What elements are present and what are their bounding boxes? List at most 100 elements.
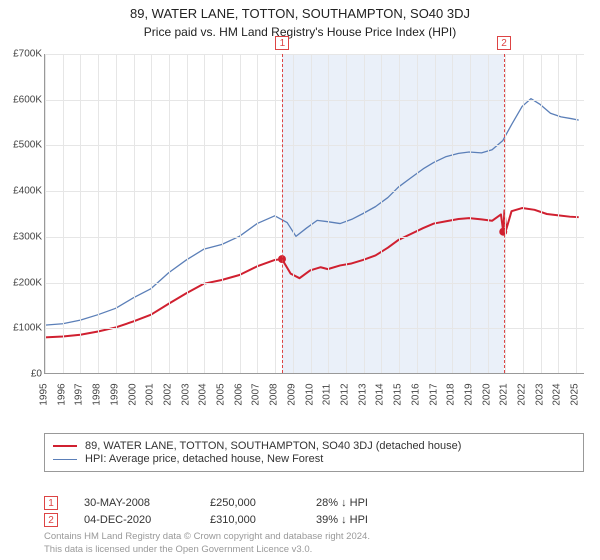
gridline-v: [45, 54, 46, 373]
chart-title: 89, WATER LANE, TOTTON, SOUTHAMPTON, SO4…: [0, 6, 600, 21]
x-axis-label: 2003: [180, 383, 191, 405]
x-axis-label: 2018: [446, 383, 457, 405]
gridline-v: [257, 54, 258, 373]
x-axis-label: 2012: [339, 383, 350, 405]
sale-marker-line: [282, 54, 283, 373]
series-hpi: [45, 99, 579, 325]
x-axis-label: 2017: [428, 383, 439, 405]
gridline-v: [523, 54, 524, 373]
gridline-v: [222, 54, 223, 373]
footer-line-1: Contains HM Land Registry data © Crown c…: [44, 531, 584, 543]
gridline-v: [505, 54, 506, 373]
footer-attribution: Contains HM Land Registry data © Crown c…: [44, 531, 584, 556]
sale-index-badge: 2: [44, 513, 58, 527]
x-axis-label: 2013: [357, 383, 368, 405]
footer-line-2: This data is licensed under the Open Gov…: [44, 544, 584, 556]
y-axis-label: £600K: [0, 94, 42, 105]
x-axis-label: 2008: [269, 383, 280, 405]
x-axis-label: 1997: [74, 383, 85, 405]
x-axis-label: 2015: [393, 383, 404, 405]
gridline-v: [452, 54, 453, 373]
legend-swatch: [53, 445, 77, 447]
y-axis-label: £300K: [0, 231, 42, 242]
gridline-v: [399, 54, 400, 373]
gridline-v: [240, 54, 241, 373]
y-axis-label: £700K: [0, 49, 42, 60]
gridline-v: [311, 54, 312, 373]
gridline-v: [576, 54, 577, 373]
x-axis-label: 2011: [322, 384, 333, 406]
sale-date: 04-DEC-2020: [84, 514, 184, 526]
x-axis-label: 2009: [286, 383, 297, 405]
gridline-v: [470, 54, 471, 373]
x-axis-label: 2010: [304, 383, 315, 405]
x-axis-label: 2019: [463, 383, 474, 405]
x-axis-label: 2016: [410, 383, 421, 405]
x-axis-label: 2021: [499, 383, 510, 405]
x-axis-label: 2007: [251, 383, 262, 405]
x-axis-label: 2023: [534, 383, 545, 405]
x-axis-label: 2014: [375, 383, 386, 405]
sale-row: 2 04-DEC-2020 £310,000 39% ↓ HPI: [44, 513, 584, 527]
y-axis-label: £100K: [0, 323, 42, 334]
sale-marker-line: [504, 54, 505, 373]
y-axis-label: £500K: [0, 140, 42, 151]
gridline-v: [116, 54, 117, 373]
gridline-v: [435, 54, 436, 373]
legend-swatch: [53, 459, 77, 460]
x-axis-label: 1996: [56, 383, 67, 405]
y-axis-label: £200K: [0, 277, 42, 288]
x-axis-label: 2020: [481, 383, 492, 405]
sale-row: 1 30-MAY-2008 £250,000 28% ↓ HPI: [44, 496, 584, 510]
x-axis-label: 1995: [39, 383, 50, 405]
chart-container: 12 £0 £100K £200K £300K £400K £500K £600K £700K…: [0, 48, 600, 418]
plot-area: 12: [44, 54, 584, 374]
gridline-v: [187, 54, 188, 373]
gridline-v: [558, 54, 559, 373]
x-axis-label: 2024: [552, 383, 563, 405]
x-axis-label: 1998: [92, 383, 103, 405]
gridline-v: [364, 54, 365, 373]
legend-label: 89, WATER LANE, TOTTON, SOUTHAMPTON, SO4…: [85, 440, 461, 452]
sale-date: 30-MAY-2008: [84, 497, 184, 509]
sales-table: 1 30-MAY-2008 £250,000 28% ↓ HPI 2 04-DEC-202…: [44, 493, 584, 530]
y-axis-label: £0: [0, 369, 42, 380]
x-axis-label: 2006: [233, 383, 244, 405]
gridline-v: [204, 54, 205, 373]
legend-row: 89, WATER LANE, TOTTON, SOUTHAMPTON, SO4…: [53, 440, 575, 452]
y-axis-label: £400K: [0, 186, 42, 197]
gridline-v: [293, 54, 294, 373]
gridline-v: [381, 54, 382, 373]
gridline-v: [169, 54, 170, 373]
legend-box: 89, WATER LANE, TOTTON, SOUTHAMPTON, SO4…: [44, 433, 584, 472]
x-axis-label: 2002: [162, 383, 173, 405]
gridline-v: [488, 54, 489, 373]
sale-marker-badge: 1: [275, 36, 289, 50]
sale-price: £310,000: [210, 514, 290, 526]
gridline-v: [346, 54, 347, 373]
gridline-v: [80, 54, 81, 373]
gridline-v: [151, 54, 152, 373]
x-axis-label: 1999: [109, 383, 120, 405]
gridline-v: [63, 54, 64, 373]
sale-diff-vs-hpi: 28% ↓ HPI: [316, 497, 416, 509]
sale-price: £250,000: [210, 497, 290, 509]
x-axis-label: 2001: [145, 383, 156, 405]
x-axis-label: 2025: [570, 383, 581, 405]
gridline-v: [275, 54, 276, 373]
series-price_paid: [45, 208, 579, 337]
gridline-v: [417, 54, 418, 373]
gridline-v: [134, 54, 135, 373]
x-axis-label: 2000: [127, 383, 138, 405]
x-axis-label: 2004: [198, 383, 209, 405]
legend-row: HPI: Average price, detached house, New …: [53, 453, 575, 465]
gridline-v: [541, 54, 542, 373]
legend-label: HPI: Average price, detached house, New …: [85, 453, 323, 465]
gridline-v: [328, 54, 329, 373]
gridline-v: [98, 54, 99, 373]
x-axis-label: 2005: [216, 383, 227, 405]
sale-diff-vs-hpi: 39% ↓ HPI: [316, 514, 416, 526]
sale-index-badge: 1: [44, 496, 58, 510]
x-axis-label: 2022: [517, 383, 528, 405]
sale-marker-badge: 2: [497, 36, 511, 50]
